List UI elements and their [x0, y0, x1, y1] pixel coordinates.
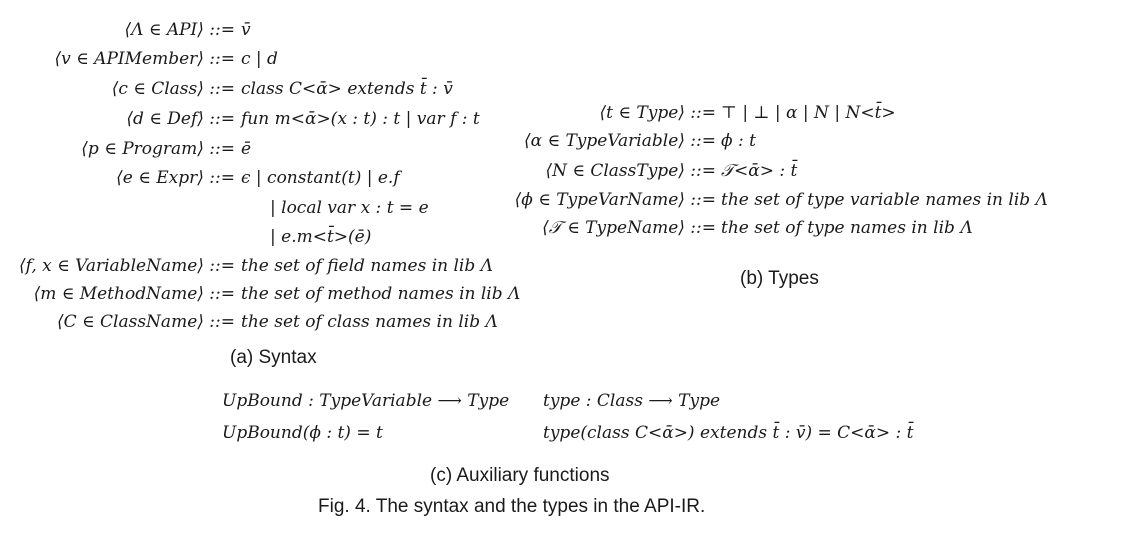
syntax-caption: (a) Syntax	[230, 347, 317, 368]
syntax-lhs: ⟨c ∈ Class⟩ ::=	[111, 79, 235, 99]
syntax-rhs: | local var x : t = e	[270, 198, 429, 218]
figure-caption: Fig. 4. The syntax and the types in the …	[318, 496, 706, 517]
aux-caption: (c) Auxiliary functions	[430, 465, 610, 486]
types-rhs: ϕ : t	[721, 131, 756, 151]
types-lhs: ⟨t ∈ Type⟩ ::=	[599, 103, 716, 123]
upbound-definition: UpBound(ϕ : t) = t	[222, 423, 383, 443]
syntax-rhs: the set of method names in lib Λ	[241, 284, 521, 304]
syntax-rhs: the set of class names in lib Λ	[241, 312, 498, 332]
types-lhs: ⟨N ∈ ClassType⟩ ::=	[545, 161, 716, 181]
syntax-rhs: | e.m<t̄>(ē)	[270, 227, 372, 247]
type-signature: type : Class ⟶ Type	[543, 391, 721, 411]
syntax-rhs: the set of field names in lib Λ	[241, 256, 493, 276]
types-lhs: ⟨𝒯 ∈ TypeName⟩ ::=	[542, 218, 716, 238]
types-rhs: ⊤ | ⊥ | α | N | N<t̄>	[721, 103, 896, 123]
types-lhs: ⟨ϕ ∈ TypeVarName⟩ ::=	[514, 190, 716, 210]
types-rhs: 𝒯<ᾱ> : t̄	[721, 161, 798, 181]
syntax-rhs: ē	[241, 139, 252, 159]
types-rhs: the set of type names in lib Λ	[721, 218, 973, 238]
syntax-lhs: ⟨m ∈ MethodName⟩ ::=	[33, 284, 235, 304]
syntax-rhs: v̄	[241, 20, 251, 40]
syntax-lhs: ⟨d ∈ Def⟩ ::=	[126, 109, 235, 129]
syntax-rhs: c | d	[241, 49, 278, 69]
types-lhs: ⟨α ∈ TypeVariable⟩ ::=	[523, 131, 716, 151]
types-caption: (b) Types	[740, 268, 819, 289]
upbound-signature: UpBound : TypeVariable ⟶ Type	[222, 391, 510, 411]
syntax-rhs: ϵ | constant(t) | e.f	[241, 168, 400, 188]
syntax-lhs: ⟨e ∈ Expr⟩ ::=	[116, 168, 235, 188]
types-rhs: the set of type variable names in lib Λ	[721, 190, 1048, 210]
syntax-lhs: ⟨C ∈ ClassName⟩ ::=	[57, 312, 235, 332]
syntax-lhs: ⟨Λ ∈ API⟩ ::=	[124, 20, 235, 40]
syntax-lhs: ⟨p ∈ Program⟩ ::=	[81, 139, 235, 159]
syntax-rhs: fun m<ᾱ>(x : t) : t | var f : t	[241, 109, 480, 129]
syntax-lhs: ⟨f, x ∈ VariableName⟩ ::=	[19, 256, 235, 276]
syntax-lhs: ⟨v ∈ APIMember⟩ ::=	[54, 49, 235, 69]
syntax-rhs: class C<ᾱ> extends t̄ : v̄	[241, 79, 453, 99]
type-definition: type(class C<ᾱ>) extends t̄ : v̄) = C<ᾱ>…	[543, 423, 914, 443]
